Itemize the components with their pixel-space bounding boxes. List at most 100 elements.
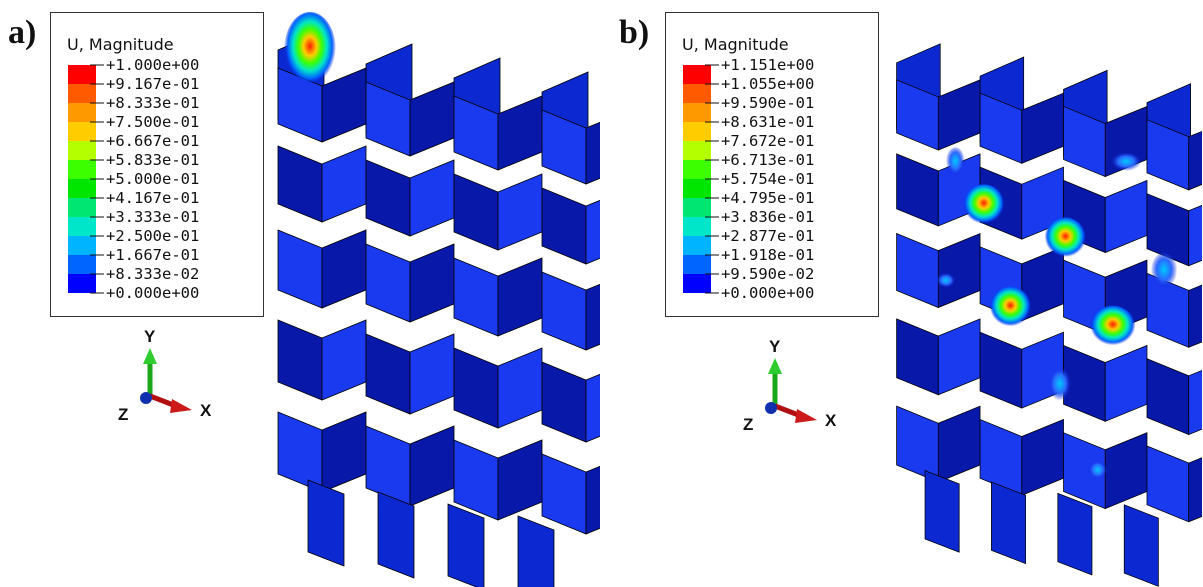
panel-b: b) U, Magnitude +1.151e+00 +1.055e+00 +9.5…: [601, 0, 1202, 587]
legend-value: +1.918e-01: [721, 246, 814, 264]
legend-color-band: [68, 160, 96, 179]
mesh-wall: [321, 145, 367, 223]
mesh-wall: [409, 333, 455, 415]
mesh-wall: [277, 411, 323, 493]
mesh-wall: [1188, 369, 1202, 436]
panel-label: a): [8, 14, 37, 51]
mesh-wall: [541, 187, 587, 265]
panel-label: b): [619, 14, 650, 51]
legend-value: +9.167e-01: [106, 75, 199, 93]
legend-value: +7.672e-01: [721, 132, 814, 150]
legend-color-band: [68, 198, 96, 217]
legend-color-band: [683, 179, 711, 198]
deformation-hotspot: [962, 184, 1005, 226]
legend-value: +9.590e-01: [721, 94, 814, 112]
z-axis-dot: [765, 402, 777, 414]
x-arrow-head: [795, 409, 817, 423]
mesh-wall: [453, 347, 499, 429]
mesh-wall: [541, 361, 587, 443]
mesh-leg: [447, 503, 485, 587]
mesh-wall: [321, 229, 367, 309]
y-arrow-head: [768, 358, 782, 374]
legend-color-band: [683, 103, 711, 122]
deformation-hotspot: [1088, 461, 1108, 481]
legend-value: +2.877e-01: [721, 227, 814, 245]
mesh-leg: [307, 479, 345, 567]
legend-color-band: [683, 141, 711, 160]
legend-value: +2.500e-01: [106, 227, 199, 245]
mesh-wall: [1021, 418, 1064, 496]
mesh-wall: [1188, 457, 1202, 523]
legend-color-band: [68, 141, 96, 160]
legend-color-band: [683, 255, 711, 274]
deformation-hotspot: [1044, 217, 1087, 260]
mesh-wall: [497, 439, 543, 521]
mesh-wall: [896, 405, 939, 483]
legend-value: +1.055e+00: [721, 75, 814, 93]
x-label: X: [200, 401, 212, 420]
lattice-mesh: [277, 12, 600, 587]
legend-value: +5.000e-01: [106, 170, 199, 188]
mesh-wall: [937, 318, 981, 396]
y-label: Y: [769, 337, 781, 356]
legend-scale: +1.000e+00+9.167e-01+8.333e-01+7.500e-01…: [68, 56, 199, 302]
mesh-wall: [497, 95, 543, 171]
legend-color-band: [68, 274, 96, 293]
deformation-hotspot: [1110, 152, 1142, 172]
legend-color-band: [68, 65, 96, 84]
mesh-wall: [585, 373, 600, 443]
mesh-wall: [541, 271, 587, 351]
deformation-hotspot: [1150, 252, 1178, 291]
y-arrow-head: [143, 348, 157, 364]
mesh-wall: [979, 331, 1023, 409]
panel-a: a) U, Magnitude +1.000e+00 +9.167e-01 +8.3…: [0, 0, 601, 587]
legend-color-band: [683, 160, 711, 179]
legend-value: +0.000e+00: [721, 284, 814, 302]
mesh-wall: [937, 79, 981, 151]
legend-color-band: [683, 84, 711, 103]
legend-value: +5.833e-01: [106, 151, 199, 169]
mesh-wall: [1146, 358, 1190, 436]
z-label: Z: [743, 415, 753, 434]
legend-color-band: [68, 255, 96, 274]
legend-value: +3.333e-01: [106, 208, 199, 226]
mesh-wall: [365, 333, 411, 415]
legend-color-band: [68, 122, 96, 141]
legend-title: U, Magnitude: [682, 35, 789, 54]
legend-color-band: [683, 217, 711, 236]
mesh-leg: [377, 491, 415, 579]
mesh-wall: [1188, 284, 1202, 348]
deformation-hotspot: [284, 12, 336, 88]
legend-value: +4.795e-01: [721, 189, 814, 207]
mesh-wall: [585, 121, 600, 185]
mesh-wall: [409, 81, 455, 157]
deformation-hotspot: [989, 286, 1032, 329]
mesh-wall: [937, 232, 981, 309]
legend-value: +5.754e-01: [721, 170, 814, 188]
mesh-wall: [1146, 445, 1190, 523]
mesh-wall: [409, 159, 455, 237]
x-label: X: [825, 411, 837, 430]
mesh-wall: [277, 319, 323, 401]
deformation-hotspot: [945, 147, 965, 178]
mesh-wall: [497, 173, 543, 251]
mesh-wall: [896, 232, 939, 309]
legend-color-band: [683, 198, 711, 217]
mesh-wall: [1188, 204, 1202, 267]
contour-legend: U, Magnitude +1.000e+00 +9.167e-01 +8.333e…: [50, 12, 264, 317]
legend-value: +9.590e-02: [721, 265, 814, 283]
legend-color-band: [68, 103, 96, 122]
mesh-leg: [1123, 504, 1159, 587]
z-label: Z: [118, 405, 128, 424]
deformation-hotspot: [1048, 368, 1072, 403]
legend-color-band: [683, 236, 711, 255]
legend-value: +6.713e-01: [721, 151, 814, 169]
mesh-wall: [896, 318, 939, 396]
legend-color-band: [68, 217, 96, 236]
mesh-wall: [1104, 344, 1148, 422]
y-label: Y: [144, 327, 156, 346]
legend-color-band: [683, 122, 711, 141]
axis-triad: Y X Z: [118, 327, 212, 424]
legend-value: +8.333e-01: [106, 94, 199, 112]
legend-color-band: [68, 84, 96, 103]
